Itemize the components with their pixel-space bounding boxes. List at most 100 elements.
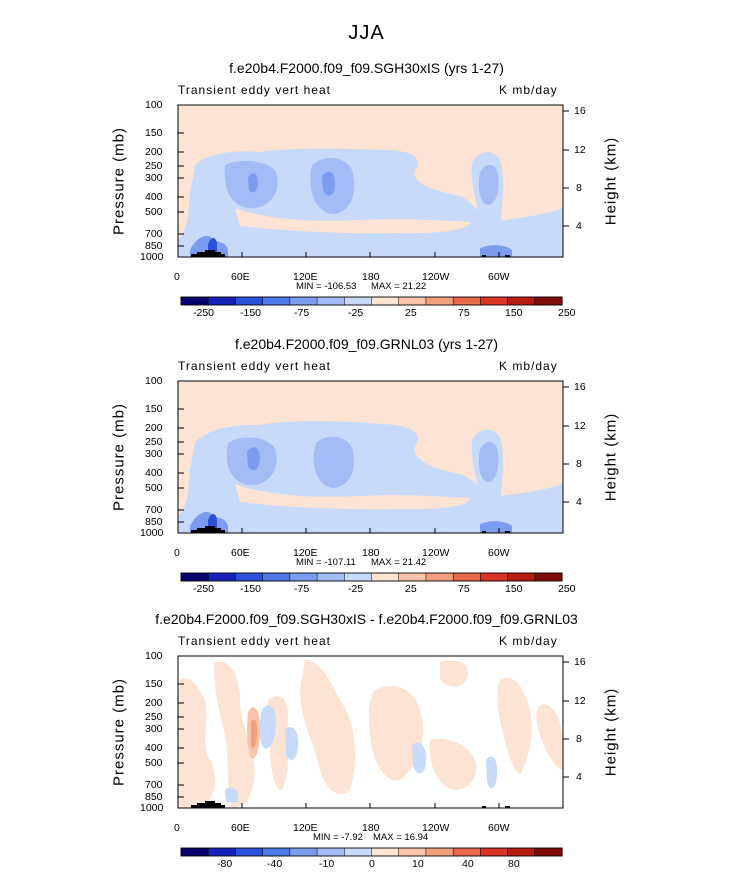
panel-2-cbar-label: 25 <box>405 583 417 595</box>
panel-3-colorbar-cell <box>480 847 509 857</box>
panel-3-colorbar-cell <box>180 847 209 857</box>
panel-3-ytick: 300 <box>145 723 163 735</box>
panel-1-ytick: 150 <box>145 127 163 139</box>
panel-3-contour-pos-6 <box>429 738 477 790</box>
panel-1-ytick: 850 <box>145 240 163 252</box>
panel-3-xtick: 60E <box>231 822 250 834</box>
panel-3-contour-neg-5 <box>225 787 239 802</box>
panel-3-contour-pos-9 <box>440 660 469 687</box>
panel-3-contour-pos-2 <box>214 661 255 808</box>
panel-2-topography <box>191 526 510 533</box>
panel-2-ytick: 150 <box>145 403 163 415</box>
panel-3-colorbar-cell <box>534 847 563 857</box>
panel-3-ytick: 150 <box>145 678 163 690</box>
panel-3-colorbar-cell <box>452 847 481 857</box>
panel-2-xtick: 0 <box>174 547 180 559</box>
panel-1-cbar-label: -25 <box>348 307 364 319</box>
panel-2-contour-surface-2 <box>208 514 217 528</box>
panel-2-units: K mb/day <box>499 359 558 373</box>
panel-1-title: f.e20b4.F2000.f09_f09.SGH30xIS (yrs 1-27… <box>229 60 504 76</box>
panel-1-ytick-right: 16 <box>574 105 586 117</box>
panel-2-tickmarks <box>178 380 569 533</box>
panel-1-ytick: 700 <box>145 228 163 240</box>
panel-3-cbar-label: 80 <box>508 858 520 870</box>
panel-3-colorbar-cell <box>262 847 291 857</box>
panel-2-xtick: 120E <box>293 547 318 559</box>
panel-2-ytick-right: 16 <box>574 381 586 393</box>
panel-2-ytick: 700 <box>145 504 163 516</box>
panel-1-xtick: 60W <box>488 271 510 283</box>
panel-2-min: MIN = -107.11 <box>296 557 356 568</box>
panel-3-max: MAX = 16.94 <box>373 832 429 843</box>
panel-3-cbar-label: -40 <box>267 858 283 870</box>
panel-3-cbar-label: 0 <box>369 858 375 870</box>
panel-1-units: K mb/day <box>499 83 558 97</box>
panel-3-topography <box>191 801 510 808</box>
panel-2-ytick: 400 <box>145 467 163 479</box>
panel-1-xtick: 120E <box>293 271 318 283</box>
panel-3-ytick: 1000 <box>140 802 164 814</box>
panel-2-variable: Transient eddy vert heat <box>178 359 331 373</box>
panel-3-variable: Transient eddy vert heat <box>178 634 331 648</box>
panel-3-colorbar-cell <box>344 847 373 857</box>
panel-1-variable: Transient eddy vert heat <box>178 83 331 97</box>
panel-3-colorbar-cell <box>207 847 236 857</box>
panel-2-ytick: 250 <box>145 436 163 448</box>
panel-3-ytick: 850 <box>145 791 163 803</box>
panel-3-contour-pos-1 <box>178 678 216 808</box>
panel-1-max: MAX = 21.22 <box>371 281 427 292</box>
panel-1-cbar-label: 150 <box>505 307 523 319</box>
panel-3-ytick: 700 <box>145 779 163 791</box>
panel-3-title: f.e20b4.F2000.f09_f09.SGH30xIS - f.e20b4… <box>155 611 578 627</box>
panel-2-cbar-label: -75 <box>294 583 310 595</box>
panel-2-xtick: 180 <box>362 547 380 559</box>
panel-1-contour-band-lower <box>235 208 470 234</box>
panel-2-ytick-right: 4 <box>576 496 582 508</box>
panel-1-cbar-label: -250 <box>193 307 215 319</box>
panel-1-cbar-label: 250 <box>558 307 576 319</box>
panel-3-contour-neg-4 <box>486 756 498 789</box>
panel-1-ytick-right: 12 <box>574 144 586 156</box>
panel-1-ytick: 400 <box>145 191 163 203</box>
panel-1-cbar-label: -150 <box>240 307 262 319</box>
panel-3-contour-pos-5 <box>368 686 424 781</box>
panel-2-ytick: 300 <box>145 448 163 460</box>
panel-1-contour-surface-2 <box>208 238 217 252</box>
panel-3-colorbar-cell <box>371 847 400 857</box>
panel-2-ytick-right: 8 <box>576 458 582 470</box>
panel-2-xtick: 120W <box>422 547 450 559</box>
panel-3-ytick-right: 8 <box>576 733 582 745</box>
panel-3-contour-peak-core <box>251 719 258 749</box>
panel-2-cbar-label: 150 <box>505 583 523 595</box>
panel-3-ytick: 200 <box>145 697 163 709</box>
panel-1-ytick: 200 <box>145 146 163 158</box>
panel-3-ytick-right: 4 <box>576 771 582 783</box>
panel-2-cbar-label: -250 <box>193 583 215 595</box>
panel-3-contour-pos-8 <box>536 704 563 770</box>
panel-1-xtick: 120W <box>422 271 450 283</box>
figure-title: JJA <box>348 22 385 44</box>
panel-3-colorbar-cell <box>398 847 427 857</box>
panel-2-ytick-right: 12 <box>574 420 586 432</box>
panel-1-tickmarks <box>178 104 569 257</box>
panel-2-xtick: 60E <box>231 547 250 559</box>
panel-1-min: MIN = -106.53 <box>296 281 357 292</box>
panel-2-ytick: 500 <box>145 482 163 494</box>
panel-2-contour-mid-3 <box>478 441 499 482</box>
panel-3-xtick: 60W <box>488 822 510 834</box>
panel-3-cbar-label: -10 <box>319 858 335 870</box>
panel-1-xtick: 180 <box>362 271 380 283</box>
panel-1-cbar-label: 25 <box>405 307 417 319</box>
panel-3-colorbar-cell <box>235 847 264 857</box>
panel-1-xtick: 0 <box>174 271 180 283</box>
panel-3-ytick-right: 12 <box>574 695 586 707</box>
panel-3-contour-neg-1 <box>259 705 276 749</box>
panel-3-ytick: 250 <box>145 711 163 723</box>
panel-1-ytick: 1000 <box>140 251 164 263</box>
panel-1-ytick: 500 <box>145 206 163 218</box>
panel-2-cbar-label: 75 <box>458 583 470 595</box>
